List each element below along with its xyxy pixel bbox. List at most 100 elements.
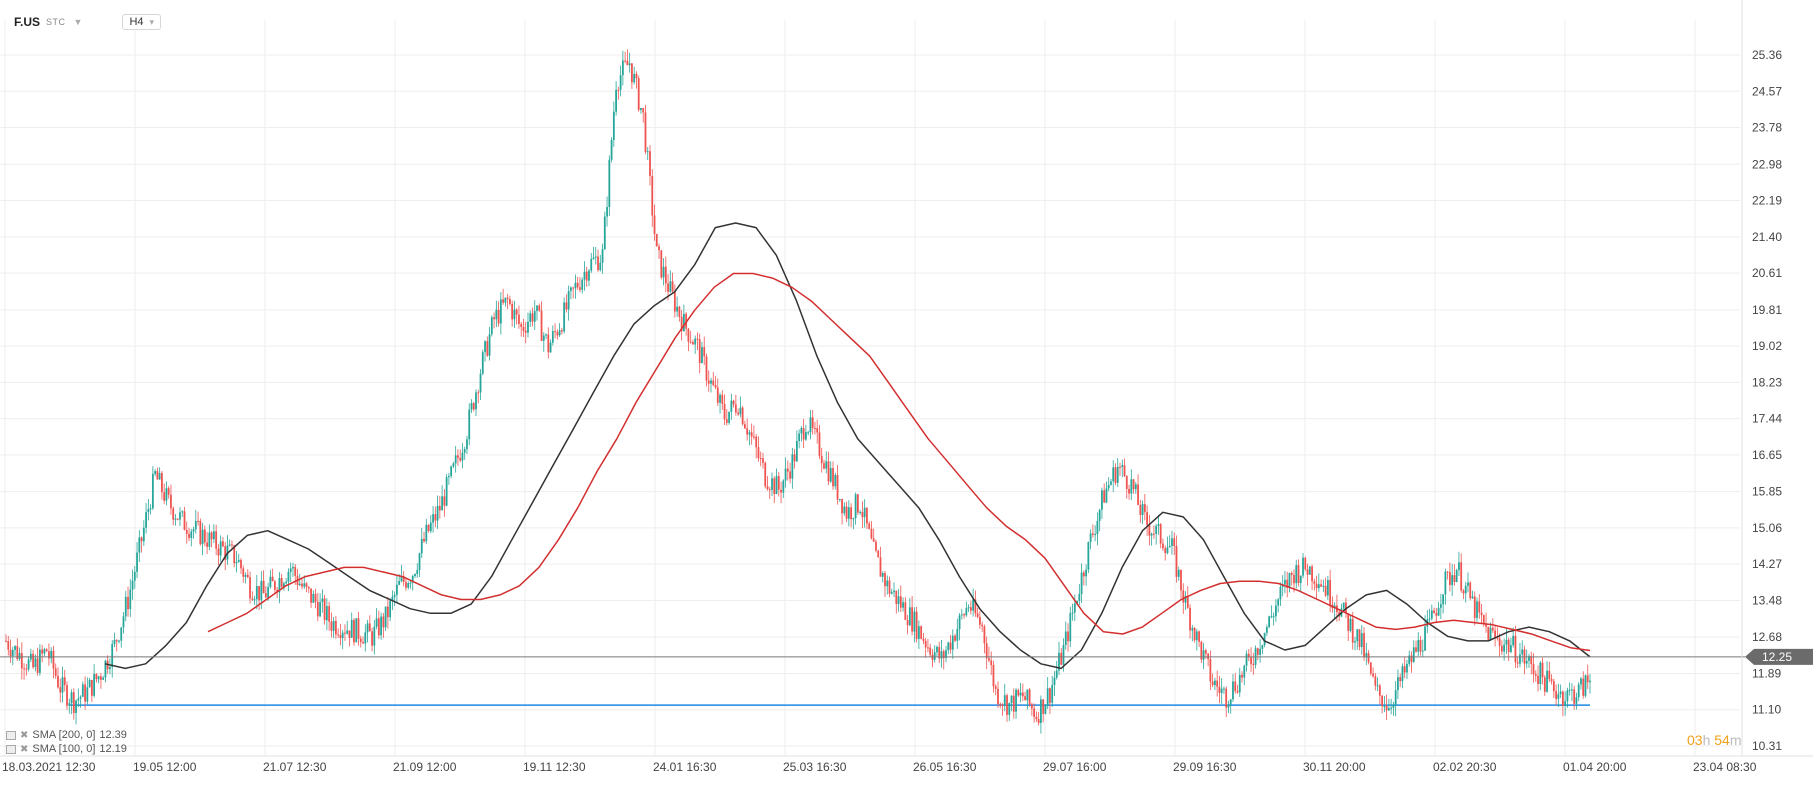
candle-body xyxy=(838,499,841,501)
candle xyxy=(470,399,473,413)
current-price-tag xyxy=(1745,648,1813,665)
candle xyxy=(1290,571,1293,586)
candle xyxy=(183,506,186,531)
candle-body xyxy=(721,394,724,404)
indicator-legend-sma200[interactable]: ✖ SMA [200, 0] 12.39 xyxy=(6,729,127,741)
candle-body xyxy=(538,305,541,311)
y-tick-label: 24.57 xyxy=(1752,84,1782,98)
candle-body xyxy=(77,698,80,701)
candle xyxy=(1442,594,1445,614)
candle-body xyxy=(920,626,923,639)
candle xyxy=(1094,525,1097,542)
candle-body xyxy=(321,598,324,603)
candle-body xyxy=(1392,705,1395,708)
x-tick-label: 19.05 12:00 xyxy=(133,760,197,774)
candle xyxy=(278,571,281,604)
close-icon[interactable]: ✖ xyxy=(20,729,29,741)
candle xyxy=(174,513,177,526)
candle-body xyxy=(590,258,593,271)
timeframe-select[interactable]: H4 ▾ xyxy=(122,14,162,30)
candle-body xyxy=(633,73,636,83)
candle xyxy=(310,588,312,608)
candle-body xyxy=(904,602,907,620)
candle-body xyxy=(102,677,105,680)
indicator-legend-sma100[interactable]: ✖ SMA [100, 0] 12.19 xyxy=(6,743,127,755)
candle xyxy=(185,521,188,544)
candle xyxy=(429,515,432,534)
candle xyxy=(513,300,516,328)
candle-body xyxy=(669,281,672,292)
candle-body xyxy=(687,328,690,342)
candle xyxy=(59,678,62,703)
candle xyxy=(1017,688,1020,697)
candle-body xyxy=(1227,704,1230,708)
candle xyxy=(1485,612,1487,633)
countdown-hours-unit: h xyxy=(1702,732,1711,748)
candle xyxy=(1543,675,1546,696)
candle-body xyxy=(689,341,692,343)
candle xyxy=(1360,624,1363,655)
candle xyxy=(890,588,893,595)
candle xyxy=(696,332,699,351)
candle xyxy=(983,624,986,654)
candle xyxy=(583,261,586,291)
candle-body xyxy=(1175,545,1178,577)
candle-body xyxy=(1202,650,1205,660)
candle xyxy=(289,562,292,583)
candle-body xyxy=(1430,610,1433,619)
candle xyxy=(1297,559,1300,587)
candle-body xyxy=(529,313,532,322)
candle xyxy=(1019,682,1022,703)
candle xyxy=(1580,676,1582,690)
candle-body xyxy=(1478,601,1481,613)
candle-body xyxy=(1568,689,1571,691)
candle xyxy=(235,550,238,573)
candle-body xyxy=(138,537,141,553)
candle xyxy=(271,568,274,582)
candle xyxy=(755,434,758,459)
candle-body xyxy=(436,505,439,521)
candle xyxy=(540,301,543,342)
candle-body xyxy=(511,303,514,320)
candle xyxy=(669,270,672,293)
candle-body xyxy=(1256,648,1259,655)
x-tick-label: 29.09 16:30 xyxy=(1173,760,1237,774)
candle-body xyxy=(316,601,319,617)
settings-icon[interactable] xyxy=(6,744,16,754)
candle xyxy=(27,656,30,672)
candle xyxy=(1218,675,1221,704)
candle-body xyxy=(545,334,547,336)
candle xyxy=(1265,624,1268,636)
candle xyxy=(793,448,796,469)
candle xyxy=(646,147,649,161)
candle xyxy=(847,500,850,527)
candle-body xyxy=(1046,688,1049,706)
candle xyxy=(838,498,841,502)
candle-body xyxy=(719,394,721,403)
candle xyxy=(156,467,159,480)
candle xyxy=(644,104,647,155)
candle-body xyxy=(673,291,676,312)
close-icon[interactable]: ✖ xyxy=(20,743,29,755)
candle xyxy=(1180,569,1182,599)
settings-icon[interactable] xyxy=(6,730,16,740)
chevron-down-icon[interactable]: ▼ xyxy=(73,17,83,27)
candle-body xyxy=(1286,579,1289,588)
candle-body xyxy=(936,646,938,653)
candle-body xyxy=(829,468,832,482)
candle xyxy=(1467,572,1469,593)
candle-body xyxy=(1128,488,1130,494)
candle xyxy=(1137,474,1139,506)
candle-body xyxy=(1112,467,1115,482)
symbol-label[interactable]: F.US xyxy=(14,15,41,29)
candle xyxy=(579,277,581,293)
candle-body xyxy=(1173,538,1176,546)
candle-body xyxy=(418,553,421,570)
candle xyxy=(572,286,575,299)
candle xyxy=(287,568,290,592)
candle-body xyxy=(615,89,617,112)
candle xyxy=(1401,663,1404,689)
candle-body xyxy=(847,507,850,519)
